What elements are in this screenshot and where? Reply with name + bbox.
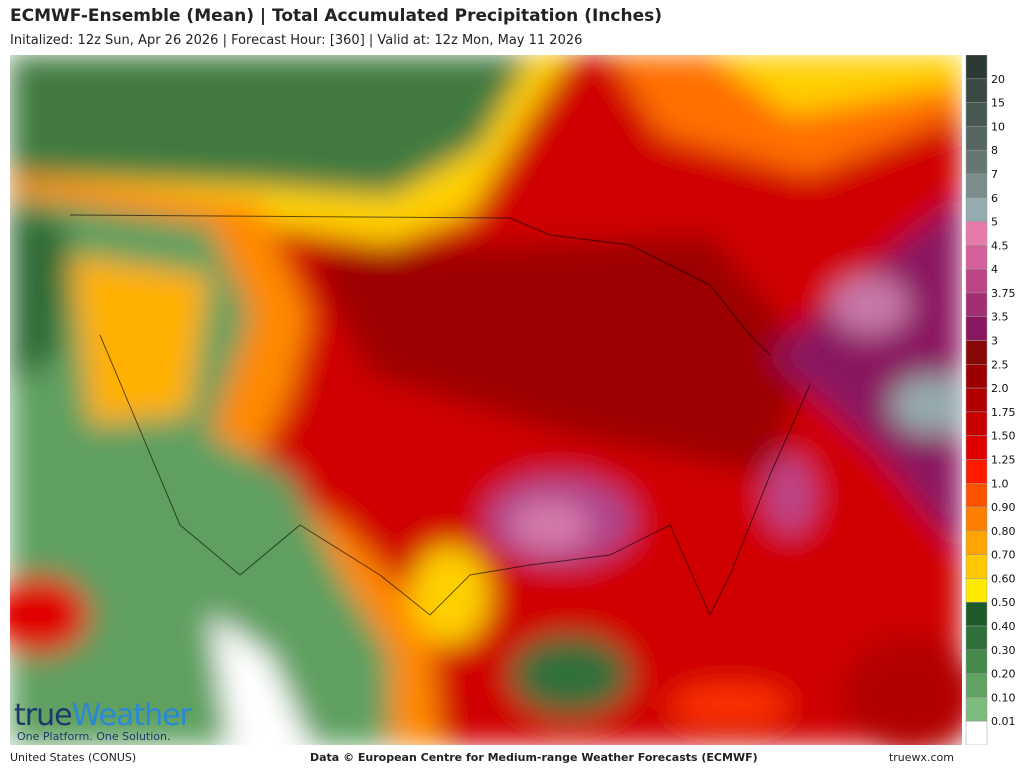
colorbar-swatch	[965, 554, 988, 579]
colorbar-swatch	[965, 340, 988, 365]
colorbar-swatch	[965, 435, 988, 460]
colorbar-swatch	[965, 126, 988, 151]
colorbar-label: 1.50	[991, 430, 1016, 443]
colorbar-label: 0.40	[991, 620, 1016, 633]
colorbar-swatch	[965, 364, 988, 389]
colorbar-swatch	[965, 530, 988, 555]
colorbar-label: 0.70	[991, 549, 1016, 562]
title: ECMWF-Ensemble (Mean) | Total Accumulate…	[10, 6, 662, 26]
colorbar-label: 0.01	[991, 715, 1016, 728]
colorbar-label: 10	[991, 120, 1005, 133]
colorbar-label: 0.90	[991, 501, 1016, 514]
subtitle: Initalized: 12z Sun, Apr 26 2026 | Forec…	[10, 33, 583, 48]
colorbar-swatch	[965, 649, 988, 674]
colorbar-label: 5	[991, 216, 998, 229]
colorbar-label: 0.80	[991, 525, 1016, 538]
colorbar-swatch	[965, 292, 988, 317]
colorbar-label: 2.5	[991, 358, 1009, 371]
colorbar-label: 3.5	[991, 311, 1009, 324]
logo-tagline: One Platform. One Solution.	[17, 730, 171, 743]
colorbar-swatch	[965, 173, 988, 199]
map	[10, 55, 962, 745]
colorbar-label: 3.75	[991, 287, 1016, 300]
colorbar-swatch	[965, 506, 988, 532]
colorbar-swatch	[965, 673, 988, 698]
colorbar-label: 7	[991, 168, 998, 181]
colorbar-swatch	[965, 149, 988, 175]
colorbar-label: 3	[991, 335, 998, 348]
colorbar-swatch	[965, 625, 988, 651]
colorbar-swatch	[965, 197, 988, 222]
colorbar-label: 0.10	[991, 691, 1016, 704]
footer-right: truewx.com	[888, 751, 954, 764]
colorbar-label: 6	[991, 192, 998, 205]
colorbar-label: 4	[991, 263, 998, 276]
footer-left: United States (CONUS)	[10, 751, 137, 764]
colorbar-label: 2.0	[991, 382, 1009, 395]
colorbar-label: 4.5	[991, 239, 1009, 252]
colorbar-swatch	[965, 601, 988, 627]
colorbar-swatch	[965, 245, 988, 270]
colorbar-label: 1.25	[991, 453, 1016, 466]
colorbar-swatch	[965, 221, 988, 246]
colorbar-swatch	[965, 697, 988, 722]
colorbar-swatch	[965, 78, 988, 103]
colorbar-swatch	[965, 411, 988, 436]
colorbar: 20 15 10 8 7 6 5 4.5 4 3.75 3.5 3 2.5 2.0 1.75 1.50 1.25…	[965, 55, 1016, 745]
colorbar-swatch	[965, 578, 988, 603]
colorbar-label: 0.60	[991, 572, 1016, 585]
colorbar-swatch	[965, 316, 988, 341]
colorbar-swatch	[965, 55, 988, 80]
colorbar-label: 15	[991, 97, 1005, 110]
colorbar-swatch	[965, 459, 988, 484]
logo-text: Weather	[71, 698, 192, 733]
logo: trueWeather	[14, 698, 192, 733]
colorbar-label: 0.30	[991, 644, 1016, 657]
colorbar-swatch	[965, 720, 988, 745]
colorbar-label: 1.0	[991, 477, 1009, 490]
colorbar-swatch	[965, 102, 988, 127]
colorbar-swatch	[965, 268, 988, 294]
colorbar-label: 1.75	[991, 406, 1016, 419]
colorbar-swatch	[965, 483, 988, 508]
logo-text: true	[14, 698, 73, 733]
footer-center: Data © European Centre for Medium-range …	[310, 751, 758, 764]
colorbar-swatch	[965, 387, 988, 413]
colorbar-label: 0.50	[991, 596, 1016, 609]
colorbar-label: 0.20	[991, 668, 1016, 681]
colorbar-label: 20	[991, 73, 1005, 86]
colorbar-label: 8	[991, 144, 998, 157]
